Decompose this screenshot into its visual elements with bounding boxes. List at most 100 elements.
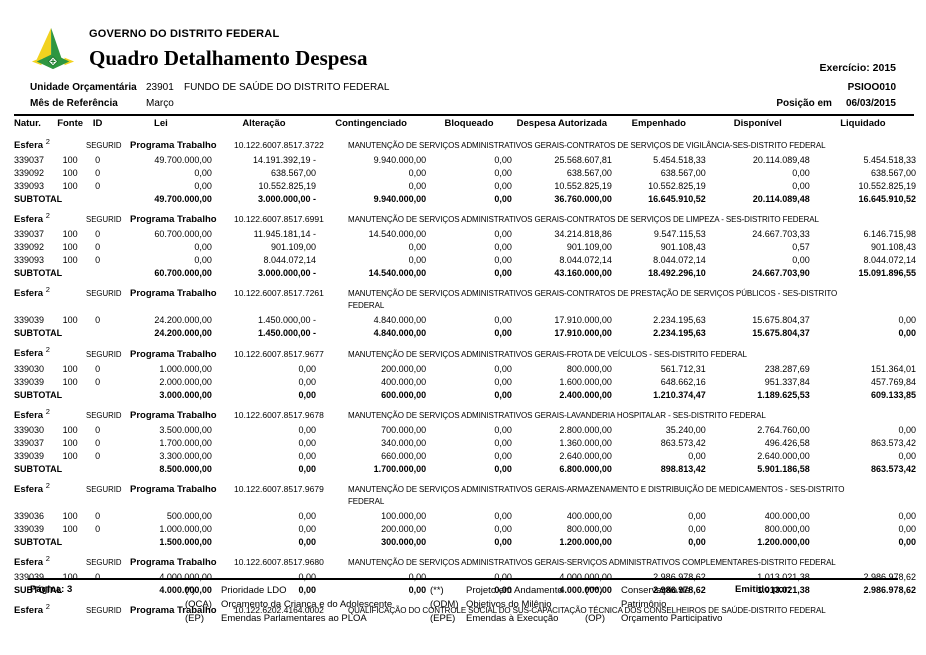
- cell: 0: [95, 523, 101, 534]
- subtotal-cell: 1.189.625,53: [757, 389, 810, 400]
- legend-item: (*) Prioridade LDO: [185, 584, 430, 598]
- legend-text: Conservação de Patrimônio: [621, 585, 691, 610]
- cell: 457.769,84: [870, 376, 916, 387]
- cell: 500.000,00: [166, 510, 212, 521]
- cell: 339036: [14, 510, 45, 521]
- cell: 2.640.000,00: [559, 450, 612, 461]
- subtotal-cell: 0,00: [494, 536, 512, 547]
- cell: 4.840.000,00: [373, 315, 427, 326]
- subtotal-cell: 4.840.000,00: [373, 328, 427, 339]
- subtotal-cell: 0,00: [494, 585, 512, 596]
- column-header: Alteração: [242, 118, 286, 129]
- legend-item: (OCA) Orçamento da Criança e do Adolescen…: [185, 598, 430, 612]
- cell: 10.552.825,19: [554, 181, 612, 192]
- column-header: Fonte: [57, 118, 84, 129]
- cell: 0,00: [494, 450, 512, 461]
- org-name: GOVERNO DO DISTRITO FEDERAL: [89, 28, 280, 40]
- table-row: 339039 100 0 24.200.000,00 1.450.000,00 - 4.8…: [14, 314, 916, 327]
- cell: 901.108,43: [660, 242, 706, 253]
- subtotal-label: SUBTOTAL: [14, 328, 63, 339]
- subtotal-cell: 24.200.000,00: [154, 328, 212, 339]
- subtotal-cell: 15.091.896,55: [858, 268, 916, 279]
- cell: 0,00: [494, 315, 512, 326]
- esfera-regime: SEGURID: [86, 141, 122, 151]
- cell: 100: [62, 510, 78, 521]
- programa-trabalho-label: Programa Trabalho: [130, 409, 217, 421]
- cell: 100: [62, 181, 78, 192]
- cell: 1.013.021,38: [757, 572, 810, 583]
- page-number: 3: [66, 584, 73, 595]
- subtotal-cell: 8.500.000,00: [159, 463, 212, 474]
- subtotal-cell: 17.910.000,00: [554, 328, 612, 339]
- subtotal-cell: 1.500.000,00: [159, 536, 212, 547]
- cell: 10.552.825,19: [258, 181, 316, 192]
- cell: 6.146.715,98: [863, 229, 916, 240]
- cell: 60.700.000,00: [154, 229, 212, 240]
- subtotal-label: SUBTOTAL: [14, 536, 63, 547]
- cell: 3.300.000,00: [159, 450, 212, 461]
- subtotal-cell: 4.000.000,00: [559, 585, 612, 596]
- page-indicator: Página: 3: [30, 584, 185, 626]
- cell: 863.573,42: [660, 437, 706, 448]
- legend-column-3: (***) Conservação de Patrimônio (OP) Orçame…: [585, 584, 735, 626]
- cell: 0,00: [298, 376, 316, 387]
- subtotal-cell: 6.800.000,00: [559, 463, 612, 474]
- subtotal-cell: 1.450.000,00 -: [257, 328, 316, 339]
- cell: 0,00: [688, 523, 706, 534]
- cell: 0,00: [494, 155, 512, 166]
- subtotal-cell: 0,00: [298, 585, 316, 596]
- legend-item: (OP) Orçamento Participativo: [585, 612, 735, 626]
- subtotal-label: SUBTOTAL: [14, 268, 63, 279]
- subtotal-cell: 18.492.296,10: [648, 268, 706, 279]
- esfera-label: Esfera 2: [14, 553, 50, 569]
- page-label: Página:: [30, 584, 65, 595]
- cell: 2.986.978,62: [863, 572, 916, 583]
- cell: 100: [62, 155, 78, 166]
- programa-trabalho-label: Programa Trabalho: [130, 483, 217, 495]
- cell: 0: [95, 437, 101, 448]
- subtotal-cell: 0,00: [408, 585, 427, 596]
- subtotal-row: SUBTOTAL 8.500.000,00 0,00 1.700.000,00 0,00…: [14, 463, 916, 476]
- cell: 0: [95, 450, 101, 461]
- cell: 400.000,00: [381, 376, 427, 387]
- cell: 24.200.000,00: [154, 315, 212, 326]
- cell: 0,00: [494, 242, 512, 253]
- cell: 0,00: [298, 363, 316, 374]
- cell: 0: [95, 424, 101, 435]
- subtotal-cell: 1.200.000,00: [559, 536, 612, 547]
- esfera-label: Esfera 2: [14, 406, 50, 421]
- esfera-regime: SEGURID: [86, 215, 122, 225]
- cell: 0,00: [408, 255, 427, 266]
- programa-trabalho-label: Programa Trabalho: [130, 140, 217, 152]
- cell: 100: [62, 424, 78, 435]
- cell: 4.000.000,00: [559, 572, 612, 583]
- subtotal-cell: 0,00: [898, 536, 916, 547]
- column-header: ID: [92, 118, 103, 129]
- unit-name: FUNDO DE SAÚDE DO DISTRITO FEDERAL: [184, 82, 390, 93]
- esfera-label: Esfera 2: [14, 211, 50, 226]
- subtotal-cell: 20.114.089,48: [752, 194, 810, 205]
- subtotal-cell: 0,00: [298, 389, 316, 400]
- cell: 0: [95, 255, 101, 266]
- legend-item: (EP) Emendas Parlamentares ao PLOA: [185, 612, 430, 626]
- subtotal-cell: 2.986.978,62: [653, 585, 706, 596]
- table-row: 339037 100 0 49.700.000,00 14.191.392,19 - 9.…: [14, 154, 916, 167]
- cell: 0,00: [298, 437, 316, 448]
- legend-code: (***): [585, 585, 603, 596]
- programa-trabalho-code: 10.122.6007.8517.9678: [234, 409, 324, 420]
- table-row: 339093 100 0 0,00 10.552.825,19 0,00 0,00 10.55…: [14, 180, 916, 193]
- unit-label: Unidade Orçamentária: [30, 82, 137, 93]
- legend-item: (ODM) Objetivos do Milênio: [430, 598, 585, 612]
- exercise-year: Exercício: 2015: [819, 62, 896, 74]
- report-title: Quadro Detalhamento Despesa: [89, 46, 368, 70]
- subtotal-label: SUBTOTAL: [14, 585, 63, 596]
- cell: 901.108,43: [870, 242, 916, 253]
- unit-code: 23901: [146, 82, 174, 93]
- column-header: Liquidado: [840, 118, 886, 129]
- legend-column-1: (*) Prioridade LDO (OCA) Orçamento da Crian…: [185, 584, 430, 626]
- subtotal-cell: 609.133,85: [870, 389, 916, 400]
- subtotal-cell: 0,00: [494, 463, 512, 474]
- esfera-regime: SEGURID: [86, 289, 122, 299]
- esfera-row: Esfera 2 SEGURID Programa Trabalho 10.122.6…: [14, 476, 916, 510]
